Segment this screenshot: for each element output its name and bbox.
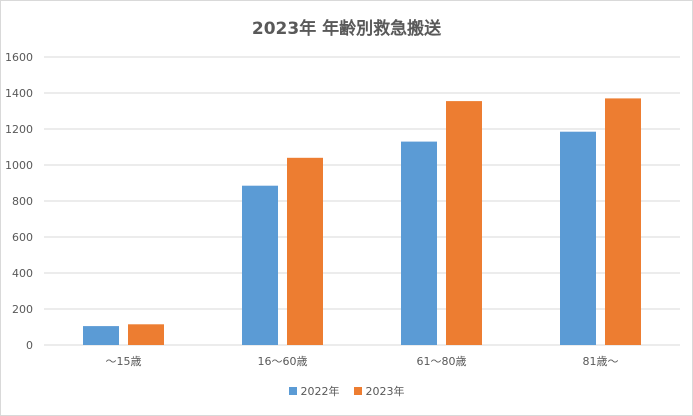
y-tick-label: 400: [12, 267, 33, 280]
bars: [83, 98, 641, 346]
legend-item: 2023年: [353, 383, 405, 399]
legend: 2022年 2023年: [0, 383, 693, 399]
y-tick-label: 600: [12, 231, 33, 244]
y-tick-label: 800: [12, 195, 33, 208]
y-tick-label: 200: [12, 303, 33, 316]
y-tick-label: 1400: [5, 87, 33, 100]
x-category-label: 16～60歳: [258, 355, 308, 368]
y-tick-label: 0: [26, 339, 33, 352]
bar-1-1: [83, 326, 119, 345]
legend-item: 2022年: [288, 383, 340, 399]
legend-swatch: [353, 387, 362, 395]
bar-2-3: [446, 101, 482, 345]
bar-1-2: [242, 185, 278, 345]
x-category-label: ～15歳: [106, 355, 142, 368]
legend-swatch: [288, 387, 297, 395]
y-tick-label: 1000: [5, 159, 33, 172]
legend-label: 2022年: [300, 385, 340, 398]
bar-2-2: [287, 157, 323, 345]
y-axis-ticks: 0 200 400 600 800 1000 1200 1400 1600: [5, 51, 33, 352]
y-tick-label: 1600: [5, 51, 33, 64]
x-category-label: 81歳～: [583, 355, 619, 368]
y-tick-label: 1200: [5, 123, 33, 136]
chart-title: 2023年 年齢別救急搬送: [251, 19, 442, 39]
x-axis-labels: ～15歳 16～60歳 61～80歳 81歳～: [106, 355, 619, 368]
bar-2-4: [605, 98, 641, 346]
bar-1-4: [560, 131, 596, 345]
bar-1-3: [401, 141, 437, 345]
x-category-label: 61～80歳: [417, 355, 467, 368]
legend-label: 2023年: [365, 385, 405, 398]
bar-2-1: [128, 324, 164, 345]
